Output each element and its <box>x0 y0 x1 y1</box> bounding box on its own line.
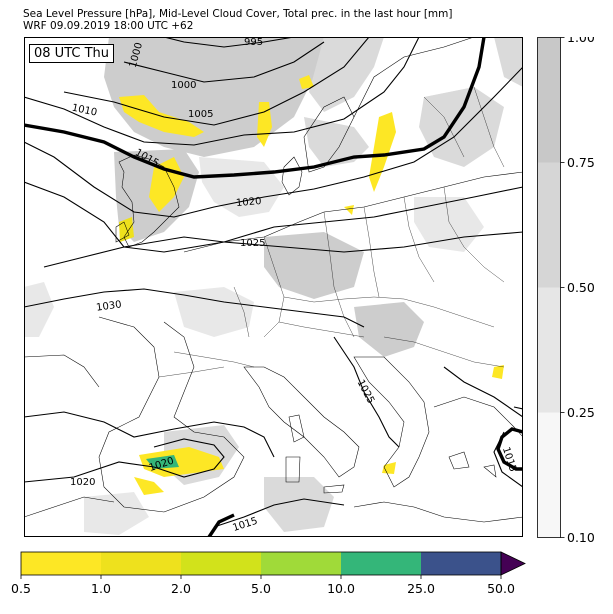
precip-colorbar-tick-label: 0.5 <box>11 581 31 596</box>
weather-map: 995 1000 1000 1005 1010 1015 1020 1025 1… <box>24 37 523 537</box>
chart-subtitle: WRF 09.09.2019 18:00 UTC +62 <box>23 20 194 32</box>
isobar-label-1010: 1010 <box>71 103 98 119</box>
isobar-label-1005: 1005 <box>188 109 213 120</box>
chart-title: Sea Level Pressure [hPa], Mid-Level Clou… <box>23 8 453 20</box>
cloud-colorbar-tick-label: 1.00 <box>567 37 595 45</box>
cloud-colorbar-bands <box>537 37 561 538</box>
cloud-colorbar-tick-label: 0.25 <box>567 405 595 420</box>
valid-time-label: 08 UTC Thu <box>29 44 114 63</box>
cloud-colorbar-ticks: 0.10 0.25 0.50 0.75 1.00 <box>560 30 595 545</box>
cloud-colorbar-band <box>537 37 561 163</box>
cloud-colorbar-tick-label: 0.75 <box>567 155 595 170</box>
precip-colorbar-ticks: 0.5 1.0 2.0 5.0 10.0 25.0 50.0 <box>11 575 515 596</box>
precipitation-colorbar-svg: 0.5 1.0 2.0 5.0 10.0 25.0 50.0 <box>11 551 526 596</box>
isobar-label-1030: 1030 <box>96 299 123 313</box>
precip-colorbar-tick-label: 1.0 <box>91 581 111 596</box>
cloud-colorbar-band <box>537 162 561 288</box>
coastlines <box>24 37 523 523</box>
precip-colorbar-band <box>341 552 421 575</box>
precip-colorbar-tick-label: 5.0 <box>251 581 271 596</box>
precip-colorbar-extend-arrow <box>500 551 526 576</box>
precip-colorbar-band <box>21 552 101 575</box>
precip-colorbar-band <box>181 552 261 575</box>
map-canvas: 995 1000 1000 1005 1010 1015 1020 1025 1… <box>24 37 523 537</box>
map-frame <box>24 37 523 537</box>
cloud-cover-colorbar-svg: 0.10 0.25 0.50 0.75 1.00 <box>537 30 595 545</box>
precip-colorbar-tick-label: 50.0 <box>487 581 515 596</box>
precip-colorbar-tick-label: 25.0 <box>407 581 435 596</box>
precipitation-colorbar: 0.5 1.0 2.0 5.0 10.0 25.0 50.0 <box>0 548 613 610</box>
isobar-label-995: 995 <box>244 37 263 48</box>
country-borders <box>158 86 505 378</box>
isobar-1015-thick <box>24 37 523 537</box>
isobar-label-1020-west: 1020 <box>70 477 95 488</box>
precip-colorbar-band <box>261 552 341 575</box>
isobar-label-1025: 1025 <box>240 238 265 249</box>
isobar-label-1020: 1020 <box>236 196 262 209</box>
precip-colorbar-tick-label: 2.0 <box>171 581 191 596</box>
precip-colorbar-band <box>101 552 181 575</box>
cloud-colorbar-band <box>537 412 561 538</box>
cloud-colorbar-tick-label: 0.50 <box>567 280 595 295</box>
precip-colorbar-band <box>421 552 501 575</box>
cloud-cover-colorbar: 0.10 0.25 0.50 0.75 1.00 <box>537 30 607 545</box>
isobars <box>24 37 523 528</box>
isobar-label-1000-b: 1000 <box>171 80 196 91</box>
precip-colorbar-tick-label: 10.0 <box>327 581 355 596</box>
precip-colorbar-bands <box>20 551 526 576</box>
cloud-colorbar-tick-label: 0.10 <box>567 530 595 542</box>
cloud-colorbar-band <box>537 287 561 413</box>
